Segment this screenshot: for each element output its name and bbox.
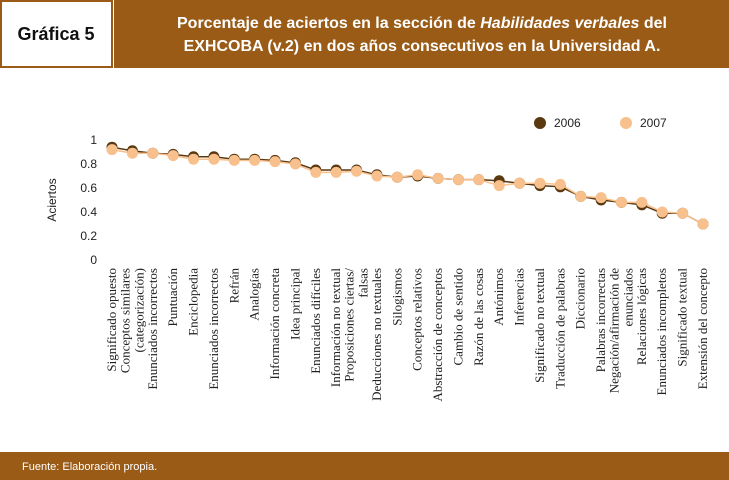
x-tick-label: Enunciados incorrectos (145, 268, 160, 390)
y-axis-label: Aciertos (45, 178, 59, 221)
data-point (595, 192, 607, 204)
x-tick-label: Cambio de sentido (450, 268, 465, 366)
data-point (493, 180, 505, 192)
data-point (677, 207, 689, 219)
chart-label: Gráfica 5 (17, 24, 94, 44)
data-point (554, 178, 566, 190)
y-tick-label: 0.2 (80, 229, 97, 243)
x-tick-label: Palabras incorrectas (593, 268, 608, 372)
x-tick-label: Diccionario (573, 268, 588, 329)
data-point (432, 172, 444, 184)
footer-band (0, 452, 729, 480)
series-line (111, 148, 704, 225)
legend-label: 2006 (554, 116, 581, 130)
x-tick-label: Abstracción de conceptos (430, 268, 445, 402)
x-tick-label: Antónimos (491, 268, 506, 326)
x-tick-label: Inferencias (512, 268, 527, 326)
legend-label: 2007 (640, 116, 667, 130)
x-tick-label: Información concreta (267, 268, 282, 380)
x-tick-label: Deducciones no textuales (369, 268, 384, 401)
data-point (636, 196, 648, 208)
source-note: Fuente: Elaboración propia. (22, 461, 157, 473)
x-tick-label: Refrán (226, 268, 241, 304)
data-point (452, 174, 464, 186)
x-tick-label: (categorización) (131, 268, 146, 352)
data-point (615, 196, 627, 208)
data-point (473, 174, 485, 186)
title-text: del (639, 15, 667, 32)
data-point (126, 147, 138, 159)
data-point (412, 169, 424, 181)
legend-marker (534, 117, 546, 129)
data-point (391, 171, 403, 183)
chart-title: EXHCOBA (v.2) en dos años consecutivos e… (184, 38, 661, 55)
data-point (106, 144, 118, 156)
x-tick-label: Significado textual (675, 268, 690, 367)
data-point (351, 165, 363, 177)
x-tick-label: Puntuación (165, 268, 180, 327)
data-point (167, 150, 179, 162)
x-tick-label: Silogismos (389, 268, 404, 326)
x-tick-label: Conceptos relativos (410, 268, 425, 371)
data-point (228, 154, 240, 166)
y-tick-label: 0.6 (80, 181, 97, 195)
x-tick-label: Significado opuesto (104, 268, 119, 372)
data-point (310, 166, 322, 178)
legend-marker (620, 117, 632, 129)
chart-title: Porcentaje de aciertos en la sección de … (177, 15, 667, 32)
x-tick-label: falsas (356, 268, 371, 298)
label-box (0, 0, 113, 68)
data-point (575, 190, 587, 202)
x-tick-label: Enunciados incompletos (654, 268, 669, 395)
x-tick-label: Idea principal (287, 268, 302, 340)
data-point (656, 206, 668, 218)
x-tick-label: Razón de las cosas (471, 268, 486, 366)
data-point (208, 153, 220, 165)
y-tick-label: 0.4 (80, 205, 97, 219)
x-tick-label: enunciados (620, 268, 635, 326)
data-point (289, 158, 301, 170)
x-tick-label: Analogías (247, 268, 262, 321)
y-tick-label: 1 (90, 133, 97, 147)
x-tick-label: Información no textual (328, 268, 343, 388)
title-text: Porcentaje de aciertos en la sección de (177, 15, 480, 32)
y-tick-label: 0 (90, 253, 97, 267)
x-tick-label: Significado no textual (532, 268, 547, 383)
data-point (371, 170, 383, 182)
data-point (147, 147, 159, 159)
data-point (697, 218, 709, 230)
x-tick-label: Enunciados incorrectos (206, 268, 221, 390)
x-tick-label: Conceptos similares (117, 268, 132, 373)
x-tick-label: Enunciados difíciles (308, 268, 323, 374)
x-tick-label: Enciclopedia (186, 268, 201, 336)
title-text: Habilidades verbales (480, 15, 639, 32)
x-tick-label: Traducción de palabras (552, 268, 567, 389)
x-tick-label: Extensión del concepto (695, 268, 710, 389)
data-point (188, 153, 200, 165)
data-point (330, 166, 342, 178)
data-point (514, 177, 526, 189)
x-tick-label: Negación/afirmación de (606, 268, 621, 393)
x-tick-label: Proposiciones ciertas/ (342, 268, 357, 382)
x-tick-label: Relaciones lógicas (634, 268, 649, 365)
data-point (249, 154, 261, 166)
data-point (269, 156, 281, 168)
data-point (534, 177, 546, 189)
title-band (114, 0, 729, 68)
y-tick-label: 0.8 (80, 157, 97, 171)
